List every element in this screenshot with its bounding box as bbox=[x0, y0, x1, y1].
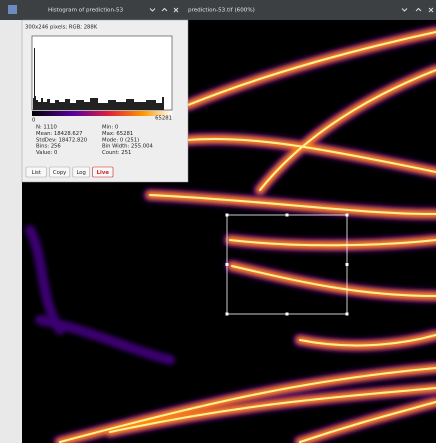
stat-text: Bin Width: 255.004 bbox=[102, 144, 154, 150]
stat-text: Mean: 18428.627 bbox=[36, 131, 83, 137]
button[interactable]: List bbox=[26, 167, 46, 177]
stat-text: Mode: 0 (251) bbox=[102, 137, 139, 143]
stat-text: Value: 0 bbox=[36, 150, 58, 156]
button-label[interactable]: Live bbox=[97, 170, 110, 176]
stat-text: Min: 0 bbox=[102, 125, 119, 131]
image-info: 300x246 pixels; RGB; 288K bbox=[25, 25, 98, 31]
stat-text: StdDev: 18472.820 bbox=[36, 137, 88, 143]
stat-text: N: 1110 bbox=[36, 125, 58, 131]
button-label[interactable]: List bbox=[32, 170, 41, 176]
button[interactable]: Copy bbox=[49, 167, 69, 177]
stat-text: Max: 65281 bbox=[102, 131, 133, 137]
button[interactable]: Log bbox=[73, 167, 90, 177]
stat-text: Bins: 256 bbox=[36, 144, 61, 150]
button-label[interactable]: Copy bbox=[53, 170, 66, 176]
stat-text: Count: 251 bbox=[102, 150, 131, 156]
screen: Histogram of prediction-53 prediction-53… bbox=[0, 0, 436, 443]
button-label[interactable]: Log bbox=[76, 170, 85, 176]
axis-max: 65281 bbox=[155, 116, 172, 122]
histogram-plot bbox=[32, 36, 172, 110]
histogram-window: 300x246 pixels; RGB; 288K 0 65281 N: 111… bbox=[22, 20, 188, 182]
image-title: prediction-53.tif (600%) bbox=[188, 8, 255, 14]
button[interactable]: Live bbox=[93, 167, 113, 177]
lut-bar bbox=[32, 111, 172, 116]
histogram-title: Histogram of prediction-53 bbox=[48, 8, 124, 14]
title-bar: Histogram of prediction-53 prediction-53… bbox=[0, 0, 436, 20]
